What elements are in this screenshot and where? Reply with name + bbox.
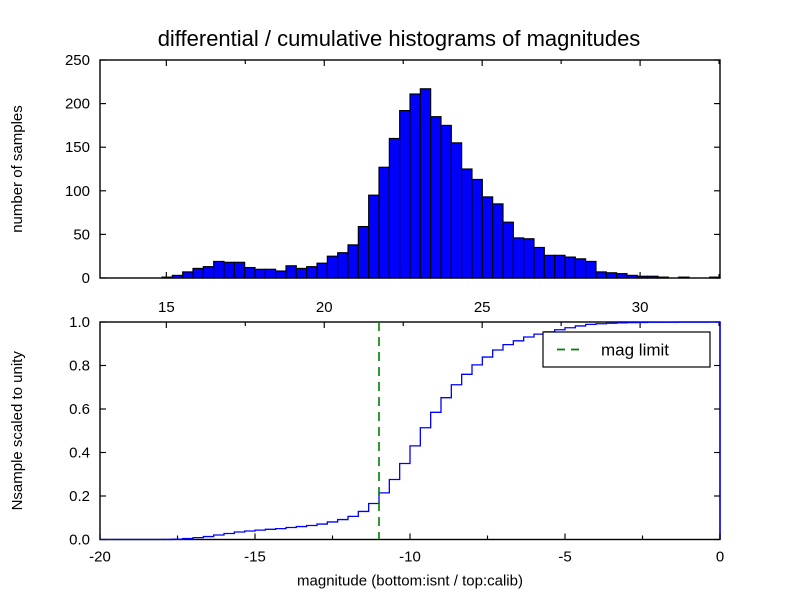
- svg-text:-5: -5: [558, 549, 571, 566]
- svg-text:0: 0: [82, 270, 90, 287]
- svg-text:25: 25: [474, 299, 491, 316]
- svg-text:differential / cumulative hist: differential / cumulative histograms of …: [158, 26, 641, 51]
- svg-text:0: 0: [716, 549, 724, 566]
- svg-text:mag limit: mag limit: [601, 341, 669, 360]
- svg-text:-20: -20: [89, 549, 111, 566]
- svg-text:15: 15: [158, 299, 175, 316]
- svg-text:0.0: 0.0: [69, 532, 90, 549]
- svg-text:200: 200: [65, 96, 90, 113]
- svg-text:0.4: 0.4: [69, 445, 90, 462]
- svg-text:100: 100: [65, 183, 90, 200]
- svg-text:number of samples: number of samples: [9, 105, 26, 233]
- svg-text:Nsample scaled to unity: Nsample scaled to unity: [9, 351, 26, 511]
- svg-text:150: 150: [65, 139, 90, 156]
- svg-text:0.8: 0.8: [69, 358, 90, 375]
- svg-text:0.2: 0.2: [69, 488, 90, 505]
- svg-text:-15: -15: [244, 549, 266, 566]
- svg-text:30: 30: [632, 299, 649, 316]
- svg-text:20: 20: [316, 299, 333, 316]
- svg-text:250: 250: [65, 52, 90, 69]
- svg-text:50: 50: [73, 226, 90, 243]
- svg-text:0.6: 0.6: [69, 401, 90, 418]
- svg-text:magnitude (bottom:isnt / top:c: magnitude (bottom:isnt / top:calib): [297, 573, 523, 590]
- svg-text:1.0: 1.0: [69, 314, 90, 331]
- svg-text:-10: -10: [399, 549, 421, 566]
